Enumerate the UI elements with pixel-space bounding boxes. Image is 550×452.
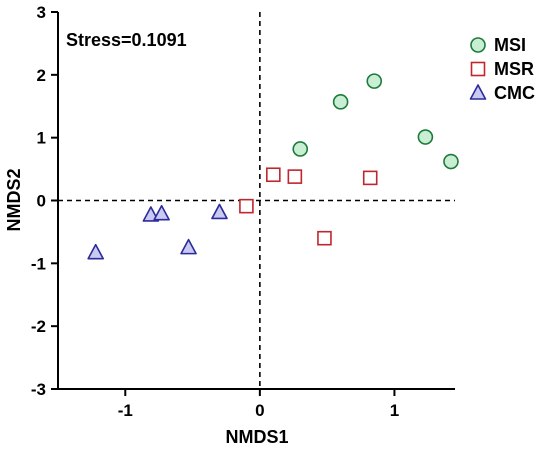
legend-label-msr: MSR <box>494 59 534 79</box>
msi-point <box>417 129 434 145</box>
msr-point <box>287 169 303 184</box>
cmc-point <box>180 238 197 255</box>
y-tick-label: 2 <box>37 66 46 85</box>
legend-marker-cmc <box>469 84 487 100</box>
msr-point <box>362 170 378 186</box>
axes: -3 -2 -1 0 1 2 3 -1 0 1 <box>31 3 455 420</box>
y-tick-label: 3 <box>37 3 46 22</box>
legend-label-cmc: CMC <box>494 83 535 103</box>
y-axis-title: NMDS2 <box>4 168 24 231</box>
legend-label-msi: MSI <box>494 35 526 55</box>
y-tick-label: -3 <box>31 380 46 399</box>
msi-point <box>366 73 383 89</box>
x-tick-label: 0 <box>255 401 264 420</box>
cmc-point <box>87 243 104 260</box>
msr-point <box>317 230 332 246</box>
x-tick-label: -1 <box>118 401 133 420</box>
msr-point <box>239 198 254 214</box>
legend-marker-msi <box>470 37 486 53</box>
legend: MSI MSR CMC <box>469 35 535 103</box>
y-tick-label: 0 <box>37 192 46 211</box>
y-tick-label: 1 <box>37 129 46 148</box>
x-tick-label: 1 <box>390 401 399 420</box>
x-axis-title: NMDS1 <box>225 427 288 447</box>
msr-point <box>266 167 281 183</box>
legend-marker-msr <box>470 61 486 77</box>
cmc-point <box>153 204 170 221</box>
reference-lines <box>58 12 455 389</box>
y-tick-label: -1 <box>31 254 46 273</box>
stress-annotation: Stress=0.1091 <box>66 30 187 50</box>
data-points <box>87 73 459 260</box>
msi-point <box>332 94 349 110</box>
msi-point <box>292 141 309 157</box>
msi-point <box>443 153 459 170</box>
y-tick-label: -2 <box>31 317 46 336</box>
cmc-point <box>211 203 228 220</box>
